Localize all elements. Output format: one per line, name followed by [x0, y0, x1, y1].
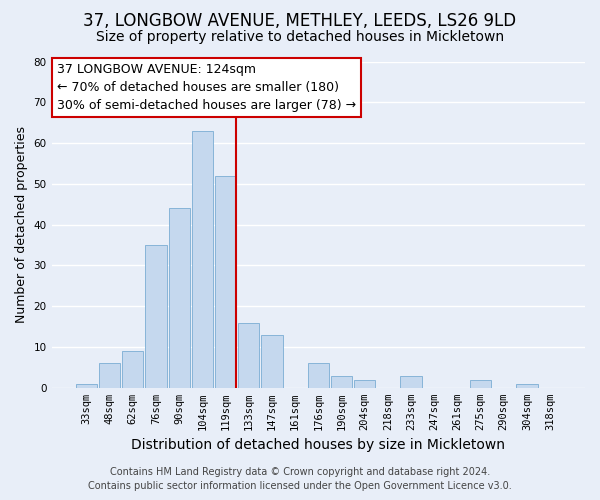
Bar — [122, 351, 143, 388]
Bar — [400, 376, 422, 388]
Bar — [76, 384, 97, 388]
Text: Contains HM Land Registry data © Crown copyright and database right 2024.
Contai: Contains HM Land Registry data © Crown c… — [88, 467, 512, 491]
Bar — [308, 364, 329, 388]
Text: Size of property relative to detached houses in Mickletown: Size of property relative to detached ho… — [96, 30, 504, 44]
Bar — [516, 384, 538, 388]
Bar — [331, 376, 352, 388]
Bar — [99, 364, 120, 388]
Bar — [191, 131, 213, 388]
X-axis label: Distribution of detached houses by size in Mickletown: Distribution of detached houses by size … — [131, 438, 505, 452]
Text: 37, LONGBOW AVENUE, METHLEY, LEEDS, LS26 9LD: 37, LONGBOW AVENUE, METHLEY, LEEDS, LS26… — [83, 12, 517, 30]
Bar — [261, 335, 283, 388]
Bar — [238, 322, 259, 388]
Bar — [215, 176, 236, 388]
Bar — [470, 380, 491, 388]
Y-axis label: Number of detached properties: Number of detached properties — [15, 126, 28, 323]
Bar — [354, 380, 375, 388]
Bar — [169, 208, 190, 388]
Bar — [145, 245, 167, 388]
Text: 37 LONGBOW AVENUE: 124sqm
← 70% of detached houses are smaller (180)
30% of semi: 37 LONGBOW AVENUE: 124sqm ← 70% of detac… — [57, 63, 356, 112]
